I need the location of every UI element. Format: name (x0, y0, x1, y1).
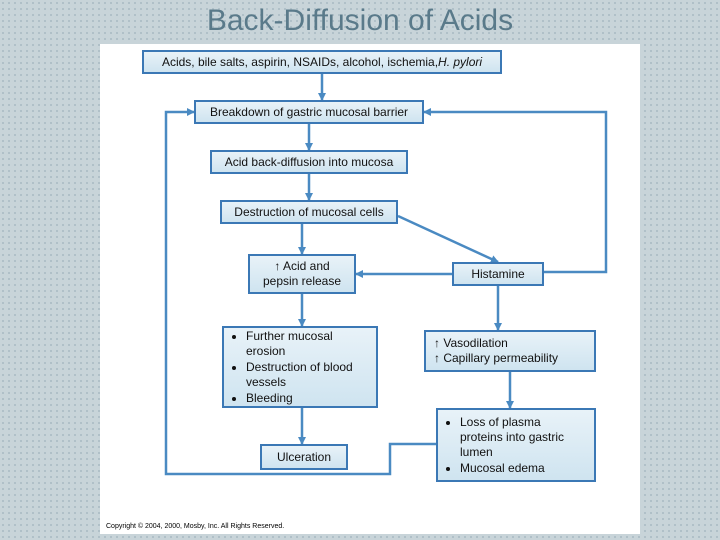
node-acid_pepsin: ↑ Acid and pepsin release (248, 254, 356, 294)
edge-destruction-to-histamine (398, 216, 498, 262)
node-backdiff: Acid back-diffusion into mucosa (210, 150, 408, 174)
flowchart-diagram: Copyright © 2004, 2000, Mosby, Inc. All … (100, 44, 640, 534)
copyright-text: Copyright © 2004, 2000, Mosby, Inc. All … (106, 523, 284, 530)
node-histamine: Histamine (452, 262, 544, 286)
node-further: Further mucosal erosionDestruction of bl… (222, 326, 378, 408)
node-plasma: Loss of plasma proteins into gastric lum… (436, 408, 596, 482)
node-breakdown: Breakdown of gastric mucosal barrier (194, 100, 424, 124)
edge-histamine-to-breakdown (424, 112, 606, 272)
node-vasod: ↑ Vasodilation ↑ Capillary permeability (424, 330, 596, 372)
slide-title: Back-Diffusion of Acids (0, 4, 720, 38)
node-causes: Acids, bile salts, aspirin, NSAIDs, alco… (142, 50, 502, 74)
node-destruction: Destruction of mucosal cells (220, 200, 398, 224)
node-ulceration: Ulceration (260, 444, 348, 470)
